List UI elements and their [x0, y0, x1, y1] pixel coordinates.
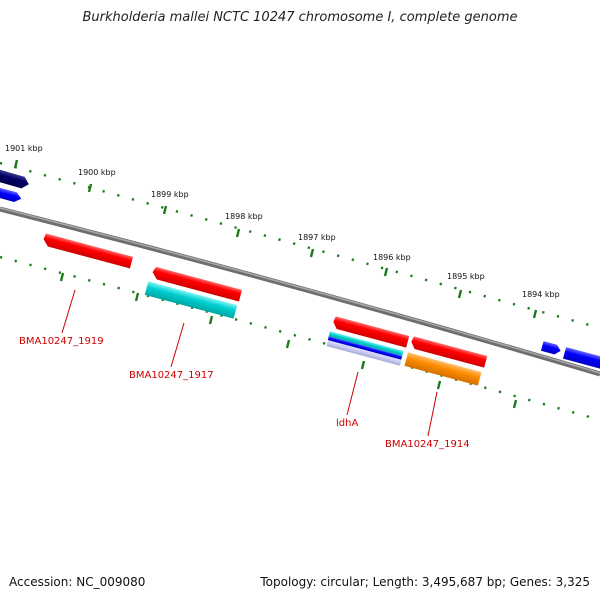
scale-label: 1901 kbp [5, 144, 43, 153]
chromosome-backbone [0, 206, 600, 377]
scale-label: 1900 kbp [78, 168, 116, 177]
gene-feature-red[interactable] [332, 316, 410, 348]
inner-major-ticks [59, 272, 518, 409]
gene-feature-red[interactable] [151, 266, 243, 302]
gene-feature-blue[interactable] [327, 336, 403, 360]
scale-label: 1895 kbp [447, 272, 485, 281]
scale-label: 1896 kbp [373, 253, 411, 262]
topology-text: Topology: circular; Length: 3,495,687 bp… [260, 575, 590, 589]
gene-feature-orange[interactable] [404, 352, 482, 386]
map-title: Burkholderia mallei NCTC 10247 chromosom… [82, 10, 518, 25]
scale-label: 1899 kbp [151, 190, 189, 199]
gene-feature-cyan[interactable] [328, 331, 404, 357]
gene-feature-blue[interactable] [0, 185, 23, 204]
gene-label-bma10247-1914[interactable]: BMA10247_1914 [385, 439, 470, 450]
gene-feature-red[interactable] [410, 336, 488, 368]
backbone-highlight [0, 207, 600, 374]
scale-label: 1897 kbp [298, 233, 336, 242]
accession-text: Accession: NC_009080 [9, 575, 146, 589]
gene-feature-blue[interactable] [540, 341, 562, 356]
gene-label-ldha[interactable]: ldhA [336, 418, 358, 429]
major-ticks [13, 159, 538, 319]
label-leaders [61, 289, 438, 437]
gene-feature-lilac[interactable] [326, 340, 402, 366]
gene-label-bma10247-1919[interactable]: BMA10247_1919 [19, 336, 104, 347]
scale-label: 1898 kbp [225, 212, 263, 221]
gene-feature-blue[interactable] [562, 347, 600, 370]
gene-feature-red[interactable] [42, 233, 134, 269]
scale-label: 1894 kbp [522, 290, 560, 299]
gene-feature-cyan[interactable] [144, 281, 238, 319]
gene-label-bma10247-1917[interactable]: BMA10247_1917 [129, 370, 214, 381]
gene-feature-navy[interactable] [0, 167, 30, 190]
